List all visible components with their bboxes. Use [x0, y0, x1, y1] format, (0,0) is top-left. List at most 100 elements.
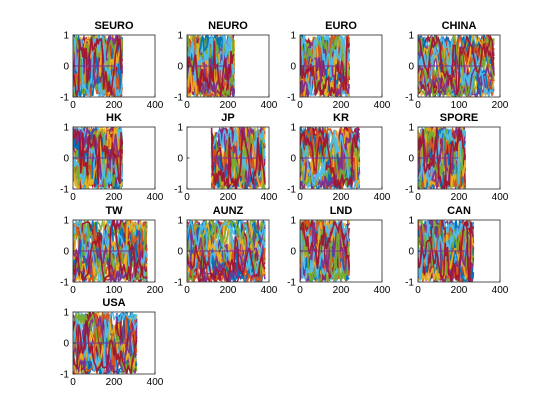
y-tick-label: -1 — [405, 278, 414, 289]
series-line — [187, 236, 266, 282]
x-tick-label: 0 — [70, 377, 76, 388]
x-tick-label: 0 — [415, 192, 421, 203]
y-tick-label: 0 — [63, 247, 69, 258]
subplot-title: NEURO — [208, 20, 248, 32]
subplot-title: LND — [330, 205, 353, 217]
x-tick-label: 400 — [261, 192, 278, 203]
y-tick-label: 0 — [290, 62, 296, 73]
y-tick-label: 0 — [290, 154, 296, 165]
series-line — [418, 128, 466, 185]
series-line — [210, 127, 266, 179]
x-tick-label: 0 — [184, 100, 190, 111]
series-line — [418, 127, 466, 189]
series-group — [73, 220, 148, 282]
x-tick-label: 400 — [261, 100, 278, 111]
x-tick-label: 200 — [220, 192, 237, 203]
y-tick-label: 0 — [408, 62, 414, 73]
x-tick-label: 200 — [106, 192, 123, 203]
series-line — [187, 220, 266, 277]
x-tick-label: 200 — [451, 192, 468, 203]
y-tick-label: 1 — [177, 31, 183, 42]
x-tick-label: 200 — [492, 100, 509, 111]
y-tick-label: -1 — [60, 185, 69, 196]
x-tick-label: 200 — [106, 377, 123, 388]
subplot-title: AUNZ — [213, 205, 244, 217]
series-line — [418, 127, 466, 189]
series-line — [300, 220, 350, 270]
y-tick-label: 0 — [63, 62, 69, 73]
x-tick-label: 0 — [415, 100, 421, 111]
x-tick-label: 200 — [147, 285, 164, 296]
y-tick-label: 1 — [290, 31, 296, 42]
subplot-title: USA — [102, 297, 125, 309]
x-tick-label: 0 — [70, 100, 76, 111]
x-tick-label: 200 — [333, 100, 350, 111]
x-tick-label: 100 — [106, 285, 123, 296]
x-tick-label: 0 — [297, 100, 303, 111]
series-line — [418, 220, 475, 282]
y-tick-label: 1 — [408, 31, 414, 42]
x-tick-label: 200 — [333, 285, 350, 296]
x-tick-label: 400 — [492, 192, 509, 203]
series-line — [73, 220, 148, 282]
x-tick-label: 400 — [147, 377, 164, 388]
y-tick-label: -1 — [60, 370, 69, 381]
y-tick-label: 0 — [290, 247, 296, 258]
series-group — [300, 35, 350, 97]
y-tick-label: 1 — [177, 123, 183, 134]
subplot-title: JP — [221, 112, 234, 124]
x-tick-label: 200 — [220, 100, 237, 111]
subplot-jp: JP0 200 400-101 — [174, 112, 278, 203]
y-tick-label: 1 — [177, 216, 183, 227]
x-tick-label: 200 — [106, 100, 123, 111]
x-tick-label: 400 — [492, 285, 509, 296]
series-group — [187, 35, 235, 97]
y-tick-label: -1 — [287, 278, 296, 289]
x-tick-label: 0 — [70, 192, 76, 203]
y-tick-label: 1 — [63, 123, 69, 134]
y-tick-label: 1 — [63, 31, 69, 42]
y-tick-label: 1 — [408, 216, 414, 227]
series-group — [73, 127, 123, 189]
y-tick-label: -1 — [60, 278, 69, 289]
x-tick-label: 200 — [451, 285, 468, 296]
subplot-title: SPORE — [440, 112, 479, 124]
x-tick-label: 400 — [147, 100, 164, 111]
subplot-title: SEURO — [94, 20, 134, 32]
x-tick-label: 0 — [70, 285, 76, 296]
series-line — [73, 36, 123, 97]
y-tick-label: 1 — [290, 216, 296, 227]
subplot-title: KR — [333, 112, 349, 124]
x-tick-label: 200 — [220, 285, 237, 296]
series-group — [300, 127, 361, 189]
y-tick-label: -1 — [174, 185, 183, 196]
x-tick-label: 0 — [297, 192, 303, 203]
subplot-kr: KR0 200 400-101 — [287, 112, 391, 203]
x-tick-label: 200 — [333, 192, 350, 203]
x-tick-label: 0 — [184, 192, 190, 203]
series-line — [73, 220, 148, 282]
series-line — [418, 234, 474, 282]
y-tick-label: -1 — [405, 185, 414, 196]
y-tick-label: -1 — [60, 93, 69, 104]
y-tick-label: -1 — [174, 93, 183, 104]
series-line — [300, 35, 350, 96]
y-tick-label: -1 — [405, 93, 414, 104]
x-tick-label: 400 — [147, 192, 164, 203]
y-tick-label: 0 — [63, 339, 69, 350]
series-line — [73, 320, 138, 374]
x-tick-label: 0 — [415, 285, 421, 296]
series-line — [73, 128, 123, 185]
x-tick-label: 100 — [451, 100, 468, 111]
series-group — [210, 127, 266, 189]
y-tick-label: 1 — [408, 123, 414, 134]
series-line — [210, 127, 266, 189]
